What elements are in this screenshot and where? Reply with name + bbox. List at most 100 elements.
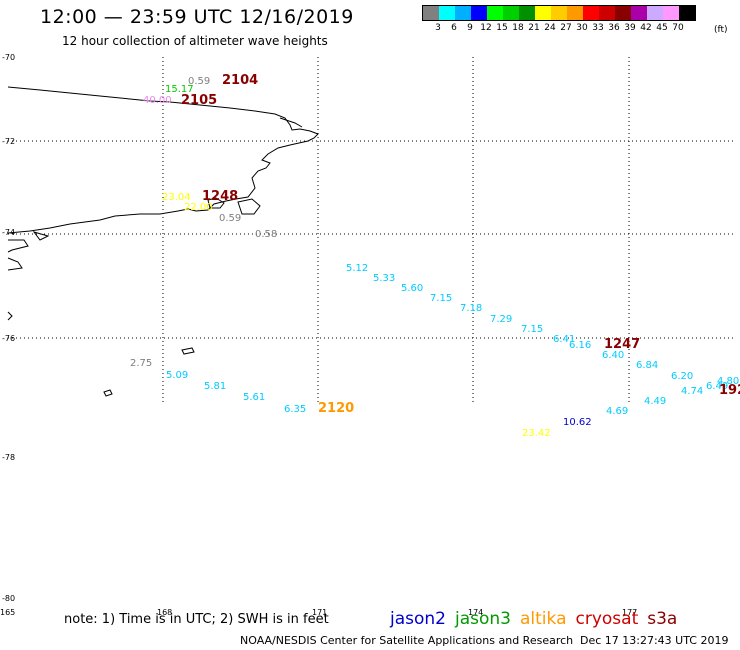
wave-height-label: 0.59 [188, 76, 210, 87]
legend-swatch [615, 6, 631, 20]
satellite-list: jason2 jason3 altika cryosat s3a [390, 609, 686, 629]
wave-height-label: 6.16 [569, 340, 591, 351]
wave-height-label: 4.80 [717, 376, 739, 387]
legend-swatch [503, 6, 519, 20]
wave-height-label: 6.84 [636, 360, 658, 371]
wave-height-label: 0.59 [219, 213, 241, 224]
legend-labels: 3 6 9 12 15 18 21 24 27 30 33 36 39 42 45 70 [422, 21, 696, 33]
legend-label: 33 [592, 23, 604, 33]
wave-height-label: 6.35 [284, 404, 306, 415]
legend-label: 45 [656, 23, 668, 33]
lon-label: 165 [0, 608, 16, 617]
wave-height-label: 5.60 [401, 283, 423, 294]
color-legend: 3 6 9 12 15 18 21 24 27 30 33 36 39 42 45 70 (ft) [422, 5, 728, 35]
credit-line: NOAA/NESDIS Center for Satellite Applica… [240, 634, 574, 647]
legend-swatch [679, 6, 695, 20]
coastline [7, 86, 319, 397]
wave-height-label: 5.09 [166, 370, 188, 381]
page-subtitle: 12 hour collection of altimeter wave hei… [62, 34, 328, 48]
wave-height-label: 2.75 [130, 358, 152, 369]
lat-label: -74 [2, 228, 15, 237]
island-c [181, 347, 195, 355]
wave-height-label: 2120 [318, 401, 354, 416]
wave-height-label: 2104 [222, 73, 258, 88]
wave-height-label: 15.17 [165, 84, 194, 95]
wave-height-label: 5.33 [373, 273, 395, 284]
legend-label: 70 [672, 23, 684, 33]
legend-unit: (ft) [714, 25, 728, 35]
coast-lower-2 [32, 231, 50, 241]
legend-swatch [423, 6, 439, 20]
wave-height-label: 192 [719, 383, 740, 398]
wave-height-label: 23.04 [162, 192, 191, 203]
wave-height-label: 2105 [181, 93, 217, 108]
legend-label: 12 [480, 23, 492, 33]
legend-swatch [487, 6, 503, 20]
legend-label: 27 [560, 23, 572, 33]
wave-height-label: 4.69 [606, 406, 628, 417]
legend-swatch [439, 6, 455, 20]
legend-swatch [583, 6, 599, 20]
lat-label: -80 [2, 594, 15, 603]
wave-height-label: 40.00 [143, 95, 172, 106]
lon-label: 174 [468, 608, 484, 617]
coast-lower-1 [7, 239, 29, 253]
lat-label: -70 [2, 53, 15, 62]
wave-height-label: 5.61 [243, 392, 265, 403]
lon-label: 168 [157, 608, 173, 617]
legend-label: 39 [624, 23, 636, 33]
satellite-s3a: s3a [647, 609, 678, 629]
legend-label: 3 [435, 23, 441, 33]
wave-height-label: 4.74 [681, 386, 703, 397]
legend-label: 6 [451, 23, 457, 33]
wave-height-label: 0.58 [255, 229, 277, 240]
wave-height-label: 7.15 [430, 293, 452, 304]
wave-height-label: 1248 [202, 189, 238, 204]
wave-height-label: 1247 [604, 337, 640, 352]
island-a [207, 197, 225, 209]
legend-label: 24 [544, 23, 556, 33]
wave-height-label: 22.00 [184, 202, 213, 213]
wave-height-label: 4.49 [644, 396, 666, 407]
legend-label: 36 [608, 23, 620, 33]
wave-height-label: 7.29 [490, 314, 512, 325]
legend-swatch [471, 6, 487, 20]
wave-height-label: 23.42 [522, 428, 551, 439]
island-d [103, 389, 113, 397]
legend-label: 30 [576, 23, 588, 33]
page-title: 12:00 — 23:59 UTC 12/16/2019 [40, 6, 354, 28]
legend-swatch [455, 6, 471, 20]
island-b [237, 198, 261, 215]
satellite-cryosat: cryosat [575, 609, 639, 629]
wave-height-label: 5.12 [346, 263, 368, 274]
wave-height-label: 6.20 [671, 371, 693, 382]
wave-height-label: 6.40 [602, 350, 624, 361]
graticule [8, 57, 735, 405]
legend-swatch [647, 6, 663, 20]
lon-label: 171 [312, 608, 328, 617]
legend-swatch [519, 6, 535, 20]
legend-swatch [663, 6, 679, 20]
legend-label: 15 [496, 23, 508, 33]
wave-height-label: 5.81 [204, 381, 226, 392]
lat-label: -72 [2, 137, 15, 146]
coastline-inlet [279, 117, 303, 128]
legend-swatch [599, 6, 615, 20]
satellite-jason2: jason2 [390, 609, 446, 629]
generation-timestamp: Dec 17 13:27:43 UTC 2019 [580, 634, 729, 647]
legend-swatch [631, 6, 647, 20]
lat-label: -78 [2, 453, 15, 462]
legend-swatch [535, 6, 551, 20]
satellite-altika: altika [520, 609, 567, 629]
wave-height-label: 6.41 [553, 334, 575, 345]
legend-label: 21 [528, 23, 540, 33]
lon-label: 177 [622, 608, 638, 617]
coast-lower-3 [7, 257, 23, 271]
lat-label: -76 [2, 334, 15, 343]
legend-label: 18 [512, 23, 524, 33]
wave-height-label: 6.49 [706, 381, 728, 392]
legend-label: 9 [467, 23, 473, 33]
wave-height-label: 7.15 [521, 324, 543, 335]
legend-swatch [567, 6, 583, 20]
coast-lower-4 [7, 311, 13, 321]
